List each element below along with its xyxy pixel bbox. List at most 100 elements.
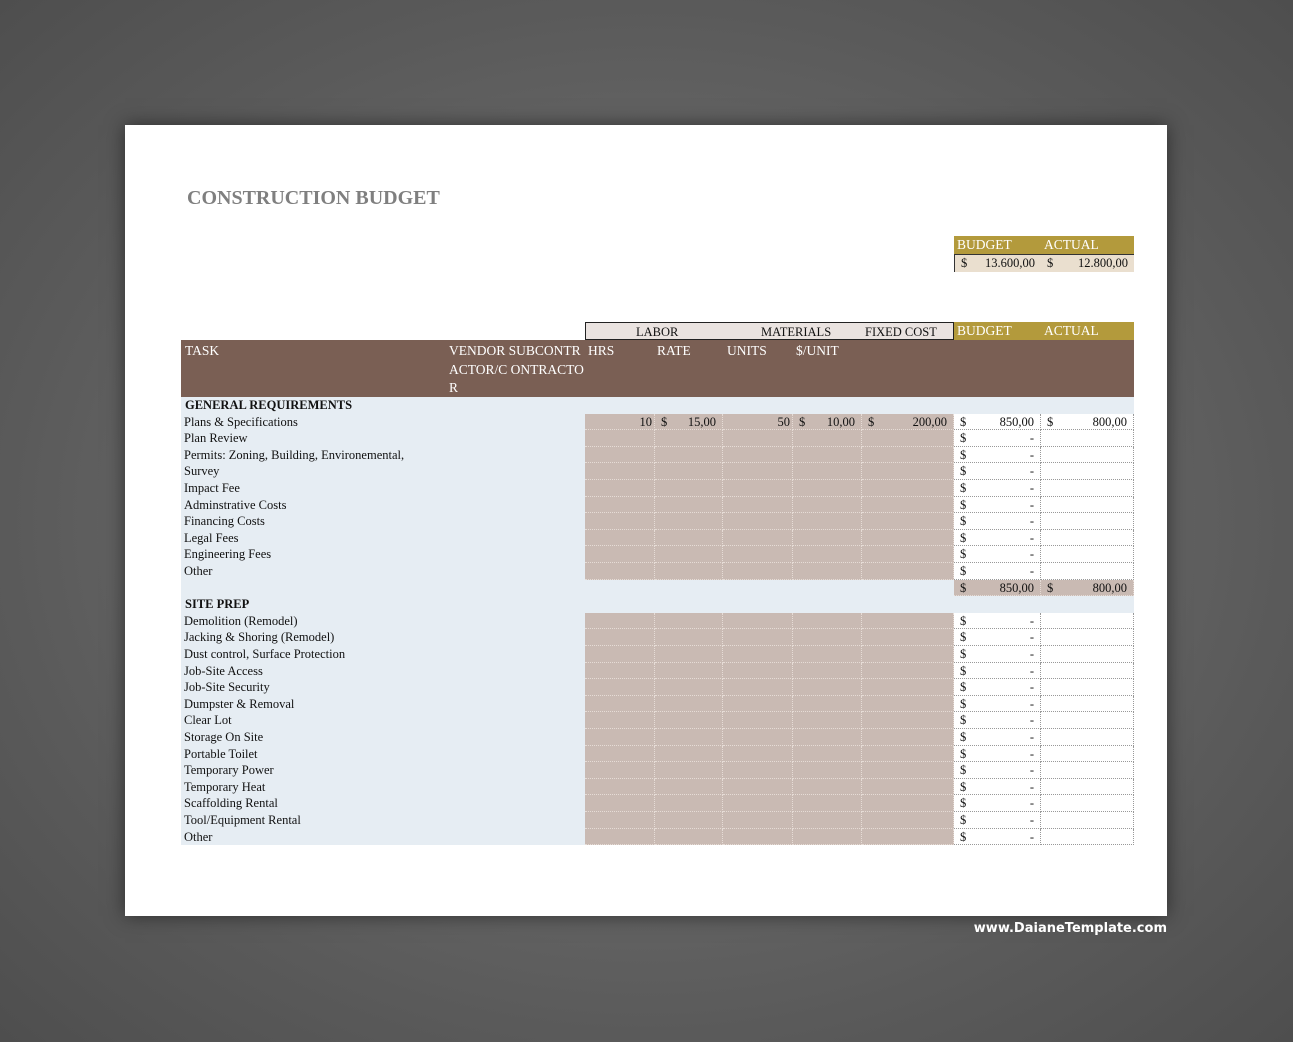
input-cell: [723, 712, 793, 729]
currency-symbol: $: [960, 431, 967, 446]
input-cell: $200,00: [862, 413, 954, 431]
budget-cell: $ -: [954, 679, 1041, 696]
summary-header: [954, 236, 1134, 254]
budget-actual-group: [954, 322, 1134, 340]
input-cell: [862, 646, 954, 663]
subtotal-spacer: [181, 579, 954, 597]
actual-cell: [1041, 430, 1134, 447]
budget-cell: $ -: [954, 563, 1041, 580]
labor-group-label: LABOR: [636, 325, 679, 339]
input-cell: [655, 463, 723, 480]
task-cell: Job-Site Security: [181, 679, 445, 696]
currency-symbol: $: [661, 414, 668, 429]
input-cell: [655, 513, 723, 530]
currency-symbol: $: [960, 497, 967, 512]
input-cell: [723, 745, 793, 763]
amount: -: [1029, 713, 1034, 728]
currency-symbol: $: [960, 713, 967, 728]
amount: -: [1029, 564, 1034, 578]
input-cell: [793, 712, 862, 729]
input-cell: [862, 496, 954, 514]
input-cell: [793, 446, 862, 464]
currency-symbol: $: [1047, 414, 1054, 429]
task-cell: Permits: Zoning, Building, Environementa…: [181, 446, 445, 464]
input-cell: [793, 430, 862, 447]
amount: -: [1029, 481, 1034, 495]
currency-symbol: $: [960, 547, 967, 562]
input-cell: [862, 712, 954, 729]
task-cell: Portable Toilet: [181, 745, 445, 763]
task-cell: Legal Fees: [181, 529, 445, 547]
budget-cell: $ -: [954, 778, 1041, 796]
summary-budget-value: $13.600,00: [955, 255, 1041, 271]
actual-cell: [1041, 795, 1134, 812]
input-cell: [793, 812, 862, 829]
input-cell: [793, 612, 862, 630]
budget-cell: $ -: [954, 513, 1041, 530]
budget-cell: $850,00: [954, 413, 1041, 431]
column-units: UNITS: [727, 343, 767, 358]
input-cell: [585, 812, 655, 829]
section-spacer: [585, 596, 1134, 613]
currency-symbol: $: [960, 763, 967, 778]
input-cell: [862, 546, 954, 563]
currency-symbol: $: [960, 647, 967, 661]
currency-symbol: $: [960, 779, 967, 794]
actual-cell: [1041, 463, 1134, 480]
amount: 850,00: [999, 414, 1034, 429]
currency-symbol: $: [868, 414, 875, 429]
input-cell: [723, 612, 793, 630]
currency-symbol: $: [960, 680, 967, 695]
actual-group-label: ACTUAL: [1044, 323, 1099, 338]
vendor-cell: [445, 712, 585, 729]
actual-cell: [1041, 695, 1134, 713]
amount: 200,00: [912, 414, 947, 429]
budget-cell: $ -: [954, 812, 1041, 829]
vendor-cell: [445, 612, 585, 630]
task-cell: Engineering Fees: [181, 546, 445, 563]
vendor-cell: [445, 762, 585, 779]
input-cell: [655, 446, 723, 464]
amount: -: [1029, 696, 1034, 711]
currency-symbol: $: [961, 256, 968, 270]
input-cell: [862, 480, 954, 497]
input-cell: [793, 529, 862, 547]
budget-cell: $ -: [954, 480, 1041, 497]
budget-group-label: BUDGET: [957, 323, 1012, 338]
input-cell: [655, 762, 723, 779]
amount: -: [1029, 514, 1034, 529]
input-cell: [723, 430, 793, 447]
task-cell: Temporary Power: [181, 762, 445, 779]
task-cell: Dumpster & Removal: [181, 695, 445, 713]
task-cell: Plan Review: [181, 430, 445, 447]
vendor-cell: [445, 812, 585, 829]
budget-cell: $ -: [954, 529, 1041, 547]
input-cell: [723, 563, 793, 580]
currency-symbol: $: [960, 447, 967, 462]
vendor-cell: [445, 513, 585, 530]
input-cell: [585, 662, 655, 680]
input-cell: [655, 563, 723, 580]
vendor-cell: [445, 629, 585, 646]
budget-cell: $ -: [954, 712, 1041, 729]
currency-symbol: $: [960, 813, 967, 827]
actual-cell: [1041, 563, 1134, 580]
input-cell: [793, 778, 862, 796]
input-cell: [723, 529, 793, 547]
input-cell: [793, 496, 862, 514]
currency-symbol: $: [799, 414, 806, 429]
column-task: TASK: [185, 343, 220, 358]
input-cell: [585, 828, 655, 846]
input-cell: [655, 712, 723, 729]
input-cell: [862, 513, 954, 530]
amount: -: [1029, 630, 1034, 645]
actual-cell: [1041, 513, 1134, 530]
input-cell: $15,00: [655, 413, 723, 431]
input-cell: [723, 828, 793, 846]
amount: -: [1029, 447, 1034, 462]
actual-cell: [1041, 745, 1134, 763]
amount: -: [1029, 431, 1034, 446]
amount: 15,00: [687, 414, 716, 429]
input-cell: [655, 646, 723, 663]
input-cell: [585, 529, 655, 547]
